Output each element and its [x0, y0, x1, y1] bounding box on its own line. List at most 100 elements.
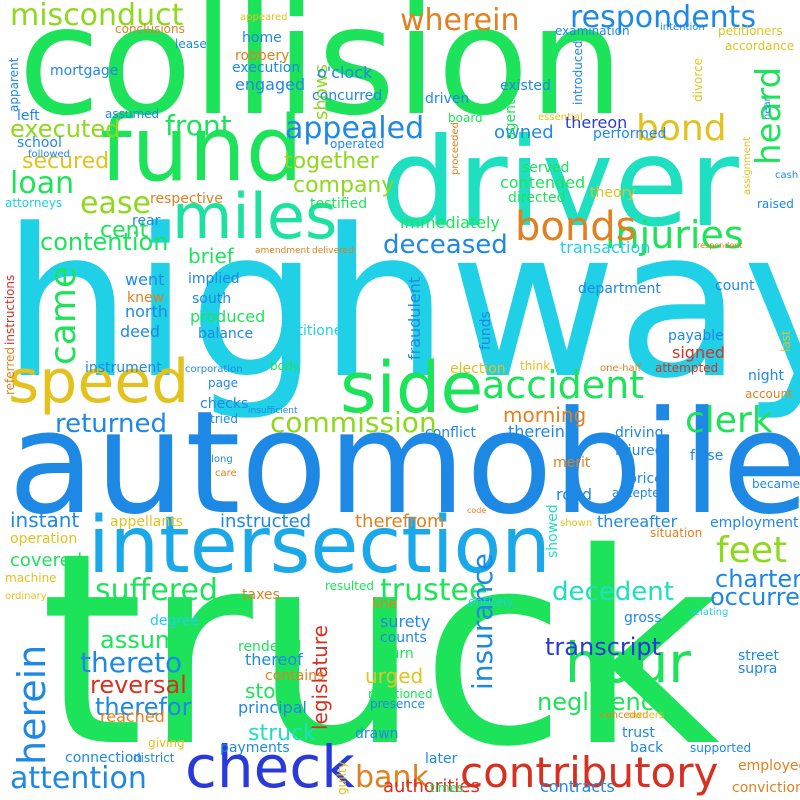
word: accident	[482, 363, 644, 407]
word: suffered	[95, 573, 218, 608]
word: raised	[757, 197, 794, 211]
word: left	[17, 108, 40, 124]
word: bonds	[515, 204, 636, 250]
word: assume	[100, 626, 193, 654]
word: struck	[248, 721, 316, 746]
word: returned	[55, 409, 167, 439]
word: truck	[40, 497, 720, 800]
word: commission	[270, 406, 437, 439]
word: side	[340, 347, 483, 429]
word: o'clock	[317, 63, 373, 82]
word: corporation	[185, 364, 243, 375]
word: mortgage	[50, 63, 118, 79]
word: school	[17, 135, 62, 151]
word: tried	[210, 412, 238, 426]
word: feet	[716, 530, 787, 571]
word: injuries	[605, 213, 744, 257]
word: near	[762, 96, 773, 120]
word: conclusions	[115, 22, 185, 36]
word: balance	[198, 326, 253, 342]
word: accordance	[725, 39, 794, 53]
word: trust	[622, 725, 655, 741]
word: contended	[500, 173, 585, 192]
word: driven	[425, 91, 469, 107]
word: instructions	[3, 275, 17, 345]
word: clerk	[685, 400, 773, 441]
word: owned	[494, 122, 554, 143]
word: shows	[311, 64, 332, 120]
word: loan	[10, 166, 74, 201]
word: gross	[624, 610, 662, 626]
word: referred	[3, 347, 17, 395]
word: testified	[310, 196, 367, 212]
word: authorities	[383, 776, 480, 797]
word: rear	[132, 213, 161, 229]
word: fund	[100, 97, 303, 202]
word: together	[284, 149, 380, 174]
word: conviction	[732, 780, 800, 796]
word: turn	[385, 646, 414, 662]
word: robbery	[235, 48, 289, 64]
word: thereon	[565, 113, 627, 132]
word: entirely	[468, 595, 514, 609]
word: road	[556, 485, 592, 504]
word: south	[192, 291, 231, 307]
word: injured	[615, 443, 663, 459]
word: intersection	[88, 501, 551, 591]
word: line	[372, 596, 397, 612]
word: directed	[508, 190, 566, 206]
word: petitioner	[280, 323, 348, 339]
word: deceased	[383, 230, 508, 260]
word: speed	[8, 347, 189, 417]
word: payments	[220, 740, 290, 756]
word: home	[242, 30, 282, 46]
word: legislature	[308, 625, 332, 730]
word: driver	[380, 112, 740, 254]
word: employed	[738, 758, 800, 774]
word: funds	[478, 311, 494, 350]
word: became	[752, 477, 800, 491]
word: existed	[500, 78, 551, 94]
word: board	[448, 111, 483, 125]
word: examination	[555, 24, 630, 38]
word: machine	[5, 571, 57, 585]
word: north	[125, 302, 168, 321]
word: automobile	[8, 381, 800, 546]
word: thereof	[245, 650, 303, 669]
word: proceeded	[450, 122, 461, 175]
word: instant	[10, 508, 79, 532]
word: came	[43, 266, 84, 365]
word: transcript	[545, 633, 661, 661]
word: conflict	[425, 425, 477, 441]
word: execution	[232, 60, 300, 76]
word: highway	[2, 186, 800, 424]
word: engaged	[235, 75, 305, 94]
word: thereafter	[597, 512, 678, 531]
word: appellants	[110, 514, 183, 530]
word: went	[125, 270, 164, 289]
word: employment	[710, 515, 799, 531]
word: transaction	[560, 238, 650, 257]
word: respondents	[570, 0, 756, 35]
word: front	[165, 109, 232, 142]
word: herein	[10, 645, 54, 765]
word: situation	[650, 526, 702, 540]
word: reached	[100, 707, 165, 726]
word: operated	[330, 137, 384, 151]
word: false	[690, 448, 723, 464]
word: last	[779, 330, 793, 352]
word: misconduct	[10, 0, 184, 33]
word: contributory	[460, 748, 718, 797]
word: count	[715, 278, 755, 294]
word: guilty	[335, 761, 349, 795]
word: charter	[715, 565, 800, 593]
word: resulted	[325, 579, 374, 593]
word: price	[628, 471, 663, 487]
word: payable	[668, 328, 724, 344]
word: along	[205, 454, 233, 465]
word: wherein	[400, 3, 520, 38]
word: performed	[593, 126, 666, 142]
word: election	[450, 361, 506, 377]
word: insurance	[466, 553, 499, 690]
